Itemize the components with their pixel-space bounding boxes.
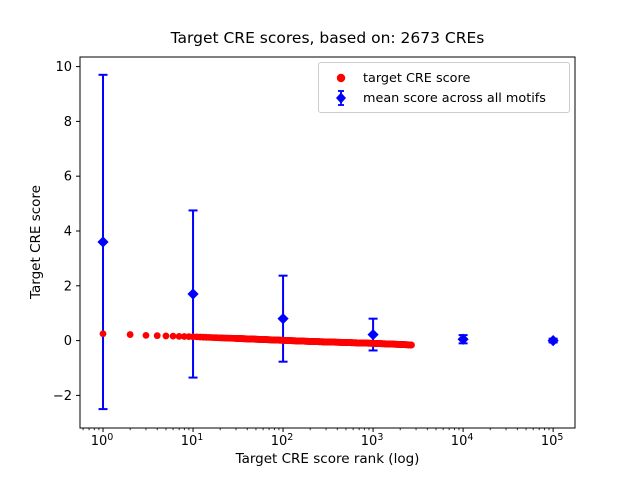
- mean-score-diamond: [457, 333, 469, 345]
- x-tick-label: 105: [541, 432, 564, 449]
- target-score-point: [408, 341, 415, 349]
- y-tick-label: 8: [64, 115, 72, 130]
- x-tick-label: 102: [271, 432, 294, 449]
- mean-score-diamond: [187, 288, 199, 300]
- target-score-point: [99, 330, 107, 338]
- x-axis-label: Target CRE score rank (log): [235, 451, 420, 467]
- legend-label: mean score across all motifs: [363, 90, 546, 106]
- y-axis-label: Target CRE score: [28, 185, 44, 299]
- target-score-point: [142, 331, 150, 339]
- target-score-point: [169, 332, 177, 340]
- chart-title: Target CRE scores, based on: 2673 CREs: [170, 29, 485, 47]
- x-tick-label: 103: [361, 432, 384, 449]
- mean-score-diamond: [97, 236, 109, 248]
- x-tick-label: 101: [181, 432, 204, 449]
- legend: target CRE score mean score across all m…: [318, 62, 570, 113]
- axes-frame: [79, 56, 576, 429]
- legend-label: target CRE score: [363, 70, 471, 86]
- target-score-point: [175, 332, 183, 340]
- mean-score-diamond: [277, 313, 289, 325]
- y-tick-label: 2: [64, 279, 72, 294]
- x-tick-label: 104: [451, 432, 474, 449]
- target-score-point: [153, 332, 161, 340]
- mean-score-diamond: [367, 328, 379, 341]
- y-tick-label: 4: [64, 224, 72, 239]
- y-tick-label: 6: [64, 170, 72, 185]
- target-score-point: [126, 331, 134, 338]
- y-tick-label: 10: [55, 60, 72, 75]
- legend-item-target: target CRE score: [319, 68, 569, 88]
- mean-score-diamond: [547, 334, 559, 347]
- y-tick-label: 0: [64, 334, 72, 349]
- x-tick-label: 100: [91, 432, 114, 449]
- legend-circle-marker: [319, 68, 363, 88]
- legend-diamond-errorbar-marker: [319, 88, 363, 108]
- legend-item-mean: mean score across all motifs: [319, 88, 569, 108]
- y-tick-label: −2: [53, 389, 72, 404]
- target-score-point: [162, 332, 170, 340]
